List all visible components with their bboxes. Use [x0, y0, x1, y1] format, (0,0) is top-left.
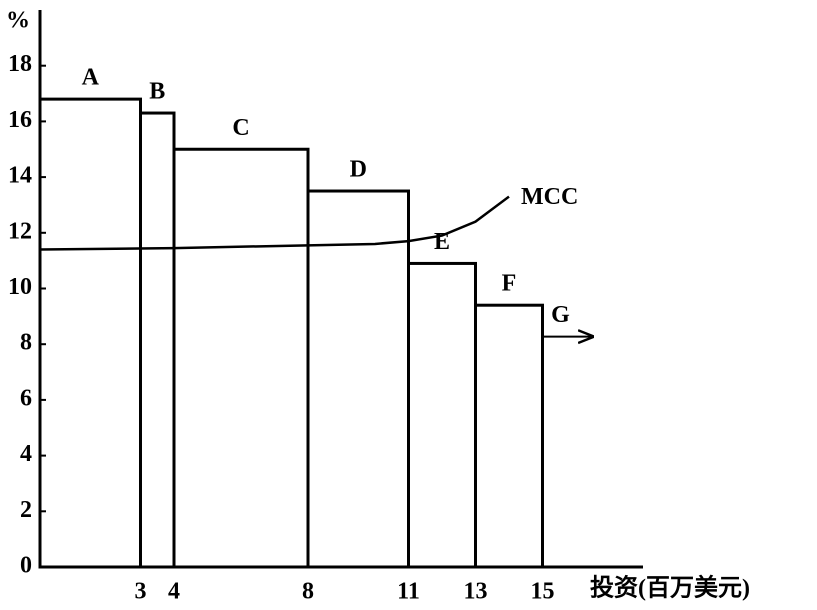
y-tick-label: 8	[20, 330, 32, 356]
bar-label: F	[502, 271, 517, 297]
x-axis-label: 投资(百万美元)	[590, 574, 750, 602]
y-tick-label: 6	[20, 385, 32, 411]
x-tick-label: 13	[464, 579, 488, 605]
y-tick-label: 18	[8, 51, 32, 77]
y-tick-label: 0	[20, 553, 32, 579]
y-tick-label: 16	[8, 107, 32, 133]
y-tick-label: 4	[20, 441, 32, 467]
bar	[407, 261, 477, 569]
series-label: MCC	[521, 184, 578, 210]
x-tick-label: 8	[302, 579, 314, 605]
x-tick-label: 3	[135, 579, 147, 605]
x-tick-label: 4	[168, 579, 180, 605]
extension-label: G	[551, 302, 570, 328]
y-tick-label: 10	[8, 274, 32, 300]
bar	[38, 97, 142, 569]
bar	[139, 111, 176, 569]
x-tick-label: 15	[531, 579, 555, 605]
y-tick-label: 12	[8, 218, 32, 244]
bar	[474, 303, 544, 569]
bar-label: B	[149, 79, 165, 105]
bar-label: A	[82, 65, 100, 91]
bar	[172, 147, 310, 569]
y-tick-label: 14	[8, 163, 32, 189]
bar-label: C	[232, 115, 249, 141]
y-axis-label: %	[6, 8, 30, 34]
x-tick-label: 11	[397, 579, 420, 605]
bar-label: D	[350, 157, 367, 183]
y-tick-label: 2	[20, 497, 32, 523]
mcc-line	[39, 195, 510, 251]
bar	[306, 189, 410, 569]
